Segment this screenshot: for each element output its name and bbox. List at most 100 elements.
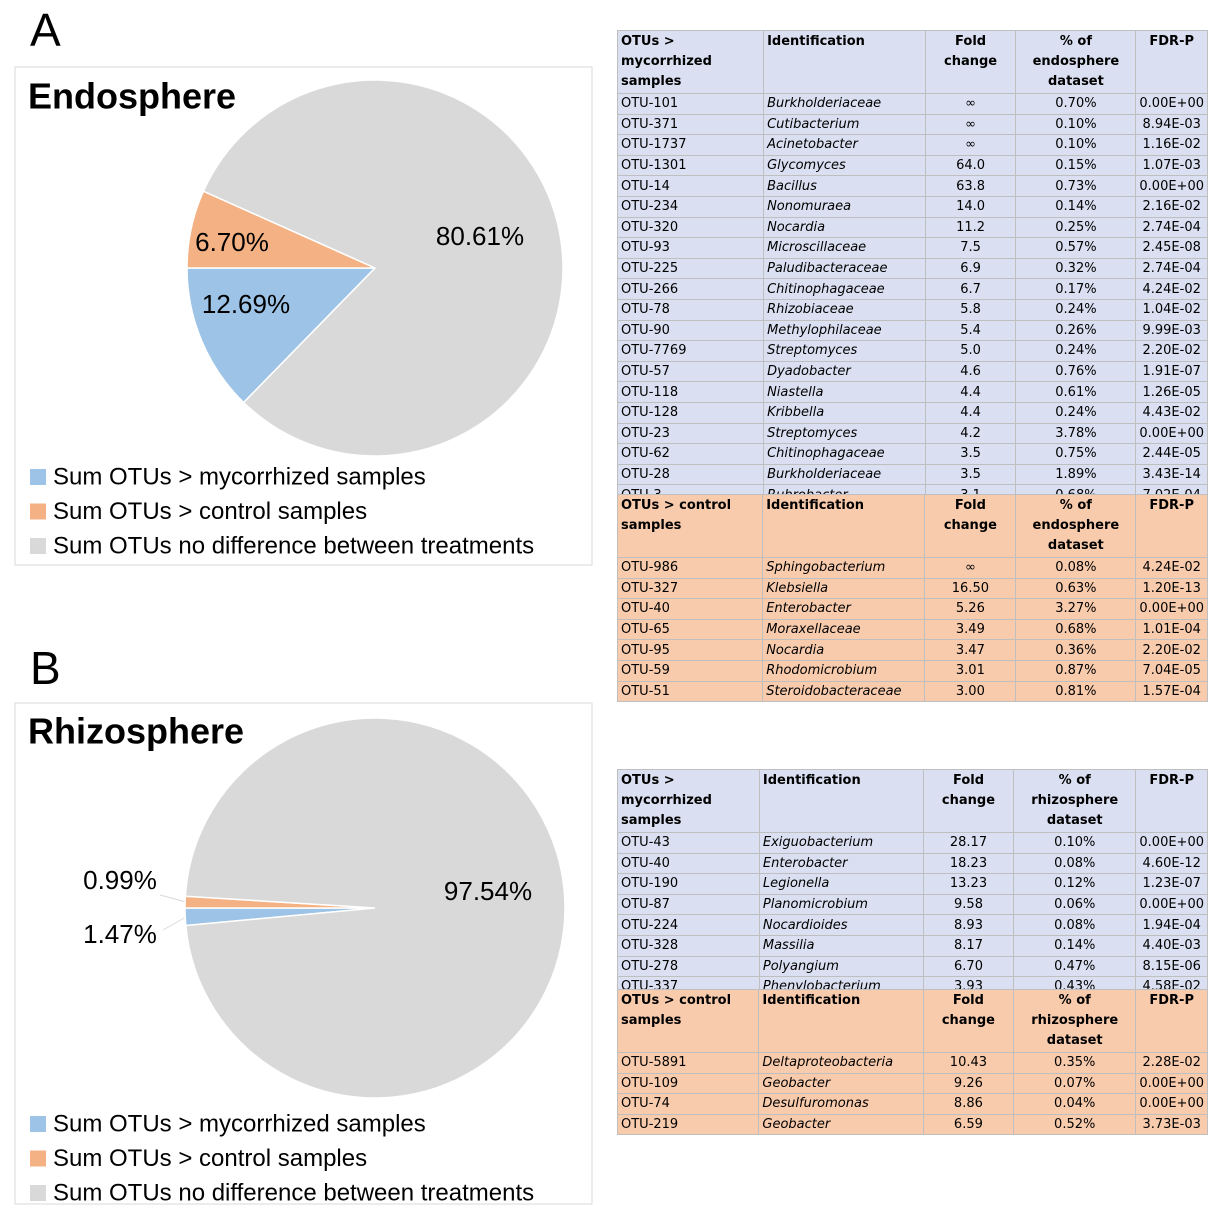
leader-line: [159, 894, 187, 903]
table-cell: 8.86: [922, 1093, 1015, 1115]
legend-swatch: [30, 469, 46, 485]
table-cell: ∞: [924, 93, 1017, 115]
table-cell: OTU-78: [616, 298, 765, 321]
table-cell: 4.40E-03: [1135, 934, 1208, 957]
header-cell: Fold change: [922, 769, 1015, 833]
table-cell: 1.91E-07: [1135, 360, 1208, 383]
table-row: OTU-101 Burkholderiaceae ∞ 0.70% 0.00E+00: [616, 93, 1208, 115]
table-cell: 4.24E-02: [1135, 557, 1208, 579]
table-cell: OTU-62: [616, 443, 765, 465]
table-cell: 0.32%: [1015, 257, 1137, 280]
table-cell: 3.01: [924, 659, 1017, 682]
table-cell: 0.00E+00: [1135, 1072, 1208, 1095]
table-cell: 0.35%: [1013, 1052, 1137, 1074]
table-cell: Desulfuromonas: [758, 1093, 924, 1115]
table-row: OTU-219 Geobacter 6.59 0.52% 3.73E-03: [616, 1113, 1208, 1136]
data-label: 0.99%: [83, 865, 157, 895]
table-cell: Planomicrobium: [758, 893, 924, 916]
table-cell: Steroidobacteraceae: [762, 680, 926, 703]
table-row: OTU-87 Planomicrobium 9.58 0.06% 0.00E+00: [617, 893, 1208, 916]
table-cell: OTU-190: [617, 873, 760, 895]
table-cell: 8.17: [922, 934, 1015, 957]
table-cell: Dyadobacter: [763, 360, 926, 383]
table-cell: 0.25%: [1015, 216, 1137, 239]
table-cell: 2.74E-04: [1135, 216, 1208, 239]
table-cell: 0.57%: [1015, 237, 1137, 259]
data-label: 6.70%: [195, 227, 269, 257]
header-cell: Identification: [762, 494, 926, 558]
table-row: OTU-118 Niastella 4.4 0.61% 1.26E-05: [616, 381, 1208, 403]
table-cell: Burkholderiaceae: [763, 463, 926, 486]
table-cell: 2.74E-04: [1135, 257, 1208, 280]
table-cell: 4.2: [924, 422, 1017, 445]
header-cell: Fold change: [922, 989, 1015, 1053]
legend-swatch: [30, 1185, 46, 1201]
table-row: OTU-1301 Glycomyces 64.0 0.15% 1.07E-03: [616, 154, 1208, 177]
leader-line: [162, 916, 187, 931]
table-row: OTU-266 Chitinophagaceae 6.7 0.17% 4.24E-02: [616, 278, 1208, 300]
table-cell: Enterobacter: [758, 852, 924, 875]
table-cell: 4.4: [924, 401, 1017, 424]
table-cell: OTU-51: [616, 680, 764, 703]
table-cell: Burkholderiaceae: [763, 93, 926, 115]
legend-swatch: [30, 1116, 46, 1132]
table-cell: 3.27%: [1015, 598, 1137, 620]
table-cell: OTU-28: [616, 463, 765, 486]
table-row: OTU-234 Nonomuraea 14.0 0.14% 2.16E-02: [616, 195, 1208, 218]
table-cell: OTU-986: [616, 557, 764, 579]
table-cell: OTU-266: [616, 278, 765, 300]
table-cell: 0.06%: [1013, 893, 1137, 916]
table-wrap: OTUs > control samples Identification Fold…: [616, 494, 1208, 703]
table-cell: OTU-219: [616, 1113, 760, 1136]
header-cell: OTUs > mycorrhized samples: [617, 769, 760, 833]
table-cell: 6.9: [924, 257, 1017, 280]
table-cell: 2.20E-02: [1135, 639, 1208, 661]
table-cell: 5.4: [924, 319, 1017, 342]
chart-title: Rhizosphere: [28, 711, 244, 752]
table-cell: 1.07E-03: [1135, 154, 1208, 177]
table-row: OTU-5891 Deltaproteobacteria 10.43 0.35% 2.2…: [616, 1052, 1208, 1074]
table-cell: 2.20E-02: [1135, 340, 1208, 362]
table-cell: OTU-234: [616, 195, 765, 218]
table-cell: 14.0: [924, 195, 1017, 218]
table-cell: Nonomuraea: [763, 195, 926, 218]
data-table: OTUs > control samples Identification Fold…: [616, 494, 1208, 703]
table-cell: 0.15%: [1015, 154, 1137, 177]
table-cell: OTU-40: [617, 852, 760, 875]
table-cell: Deltaproteobacteria: [758, 1052, 924, 1074]
table-row: OTU-57 Dyadobacter 4.6 0.76% 1.91E-07: [616, 360, 1208, 383]
table-cell: 0.10%: [1015, 134, 1137, 156]
data-label: 97.54%: [444, 876, 532, 906]
table-cell: 0.00E+00: [1135, 422, 1208, 445]
table-cell: OTU-225: [616, 257, 765, 280]
data-table: OTUs > mycorrhized samples Identification…: [616, 30, 1208, 506]
table-cell: 18.23: [922, 852, 1015, 875]
table-row: OTU-43 Exiguobacterium 28.17 0.10% 0.00E+00: [617, 832, 1208, 854]
table-row: OTU-278 Polyangium 6.70 0.47% 8.15E-06: [617, 955, 1208, 978]
table-cell: 63.8: [924, 175, 1017, 197]
table-row: OTU-78 Rhizobiaceae 5.8 0.24% 1.04E-02: [616, 298, 1208, 321]
table-cell: 1.89%: [1015, 463, 1137, 486]
table-row: OTU-65 Moraxellaceae 3.49 0.68% 1.01E-04: [616, 618, 1208, 641]
table-row: OTU-327 Klebsiella 16.50 0.63% 1.20E-13: [616, 577, 1208, 600]
pie-slice: [186, 267, 377, 404]
table-cell: 0.24%: [1015, 401, 1137, 424]
table-cell: 3.73E-03: [1135, 1113, 1208, 1136]
table-row: OTU-225 Paludibacteraceae 6.9 0.32% 2.74E-04: [616, 257, 1208, 280]
table-row: OTU-59 Rhodomicrobium 3.01 0.87% 7.04E-05: [616, 659, 1208, 682]
table-cell: 2.45E-08: [1135, 237, 1208, 259]
table-cell: 16.50: [924, 577, 1017, 600]
table-cell: 0.87%: [1015, 659, 1137, 682]
table-cell: 9.99E-03: [1135, 319, 1208, 342]
table-cell: ∞: [924, 113, 1017, 136]
table-cell: Glycomyces: [763, 154, 926, 177]
table-cell: OTU-128: [616, 401, 765, 424]
header-row: OTUs > control samples Identification Fold…: [616, 494, 1208, 558]
table-cell: OTU-118: [616, 381, 765, 403]
table-cell: 0.24%: [1015, 298, 1137, 321]
pie-slice: [184, 717, 566, 1099]
table-cell: 7.04E-05: [1135, 659, 1208, 682]
table-cell: 0.14%: [1015, 195, 1137, 218]
table-cell: 0.08%: [1015, 557, 1137, 579]
